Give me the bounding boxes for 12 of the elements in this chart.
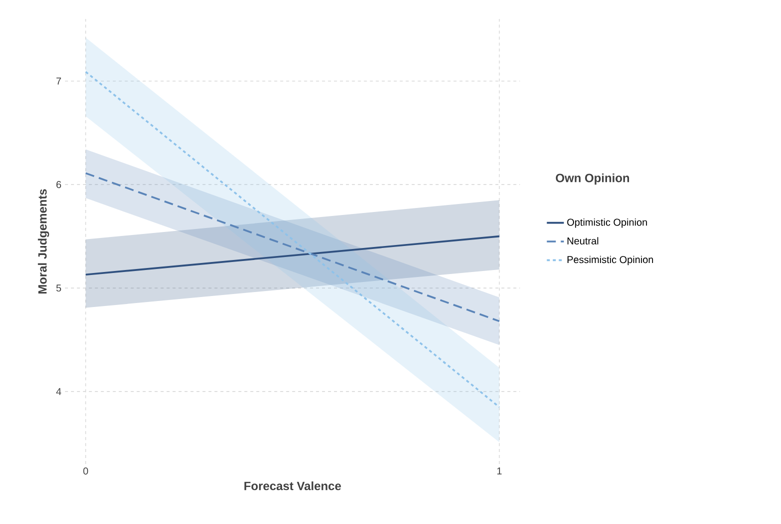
legend-label: Neutral [568,237,598,244]
y-axis-title: Moral Judgements [38,189,50,294]
y-tick-label: 7 [56,78,61,85]
y-tick-label: 4 [56,388,62,395]
x-tick-label: 0 [83,468,88,475]
y-tick-label: 6 [56,181,62,188]
legend-label: Pessimistic Opinion [568,256,653,266]
legend-label: Optimistic Opinion [567,218,647,228]
legend-title: Own Opinion [556,173,630,185]
x-axis-title: Forecast Valence [244,481,341,490]
x-tick-label: 1 [497,468,502,474]
y-tick-label: 5 [56,284,62,292]
